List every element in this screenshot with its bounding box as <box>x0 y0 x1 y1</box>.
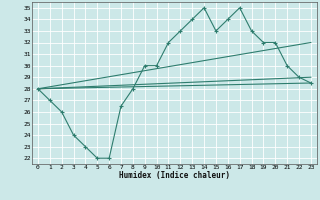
X-axis label: Humidex (Indice chaleur): Humidex (Indice chaleur) <box>119 171 230 180</box>
